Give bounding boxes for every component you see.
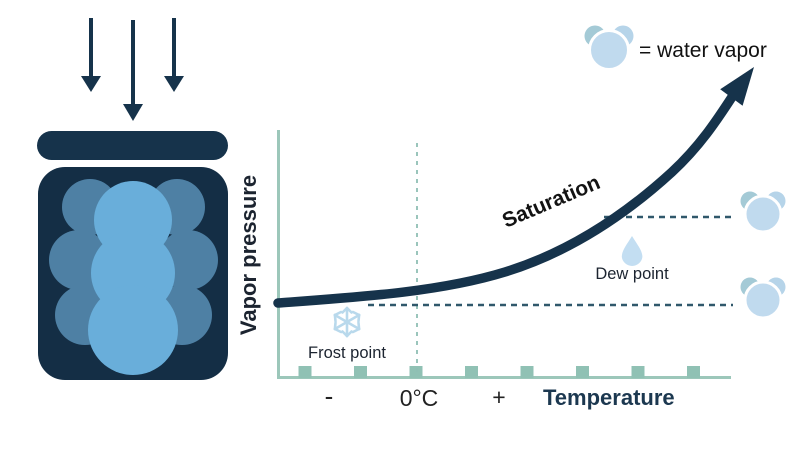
x-tick-zero-label: 0°C [400,385,439,411]
snowflake-icon [333,306,361,338]
dew-point-label: Dew point [595,265,669,283]
frost-point-label: Frost point [308,344,386,362]
droplet-icon [621,236,643,266]
compressed-vapor-clouds [49,179,218,375]
water-vapor-icon-upper [740,191,786,234]
pressure-arrow-left-icon [81,18,101,92]
legend-label: = water vapor [639,39,767,62]
pressure-arrow-middle-icon [123,20,143,121]
pressure-arrow-right-icon [164,18,184,92]
y-axis-label: Vapor pressure [236,175,261,335]
piston-illustration [37,18,228,380]
x-tick-minus-label: - [325,381,334,411]
saturation-curve [273,67,754,308]
curve-label: Saturation [499,171,604,233]
x-axis-ticks [298,366,700,378]
piston-lid [37,131,228,160]
cloud-front-lobes [88,181,178,375]
chart-axes [277,130,731,379]
x-tick-plus-label: + [492,384,505,410]
legend-water-vapor-icon [584,25,634,71]
water-vapor-icon-lower [740,277,786,320]
curve-arrowhead [720,67,754,106]
x-axis-label: Temperature [543,385,675,410]
